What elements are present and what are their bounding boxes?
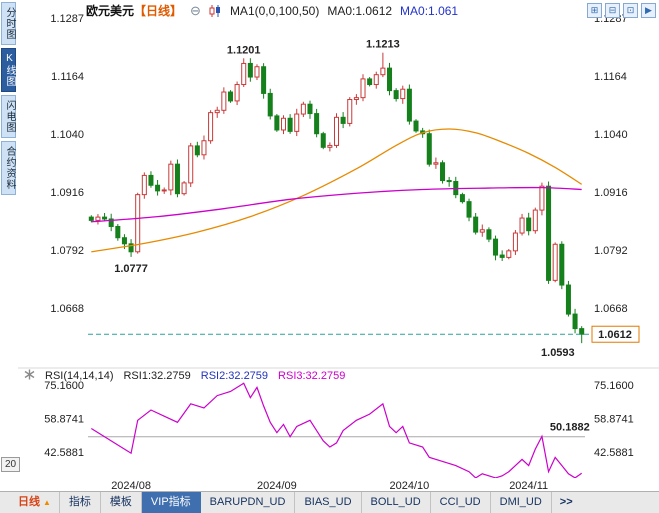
sidebar: 分时图 K线图 闪电图 合约资料	[1, 2, 17, 195]
svg-text:58.8741: 58.8741	[44, 414, 84, 426]
ma-line-1	[91, 186, 582, 223]
svg-text:2024/09: 2024/09	[257, 480, 297, 492]
ma-value-primary: MA0:1.0612	[327, 3, 393, 18]
svg-text:58.8741: 58.8741	[594, 414, 634, 426]
svg-text:1.0612: 1.0612	[598, 329, 632, 341]
collapse-panel-icon[interactable]: ⊖	[190, 3, 201, 18]
svg-text:1.1040: 1.1040	[594, 129, 628, 141]
svg-text:1.1287: 1.1287	[50, 13, 84, 25]
rsi-title: RSI(14,14,14)	[45, 370, 114, 382]
tab-bias-ud[interactable]: BIAS_UD	[295, 492, 362, 513]
rsi2-value: RSI2:32.2759	[200, 370, 269, 382]
tab-boll-ud[interactable]: BOLL_UD	[362, 492, 431, 513]
svg-text:42.5881: 42.5881	[44, 447, 84, 459]
period-selector[interactable]: 日线 ▲	[0, 492, 60, 513]
rsi-annotation: 50.1882	[550, 421, 590, 433]
rsi1-value: RSI1:32.2759	[123, 370, 191, 382]
symbol-name: 欧元美元	[86, 4, 135, 18]
svg-text:1.1213: 1.1213	[366, 39, 400, 51]
ma-settings-label: MA1(0,0,100,50)	[229, 3, 320, 18]
rsi-axis: 75.1600 75.1600 58.8741 58.8741 42.5881 42.58…	[44, 380, 634, 459]
svg-text:1.0792: 1.0792	[50, 245, 84, 257]
sidebar-tab-contract-info[interactable]: 合约资料	[1, 141, 16, 195]
svg-text:1.0916: 1.0916	[594, 187, 628, 199]
layout-next-icon[interactable]: ▶	[641, 3, 656, 18]
window-layout-icons: ⊞ ⊟ ⊡ ▶	[587, 3, 656, 18]
tab-cci-ud[interactable]: CCI_UD	[431, 492, 491, 513]
svg-text:1.1201: 1.1201	[227, 44, 261, 56]
svg-text:2024/08: 2024/08	[111, 480, 151, 492]
svg-text:1.1164: 1.1164	[51, 71, 84, 83]
time-axis: 2024/08 2024/09 2024/10 2024/11	[111, 480, 548, 492]
svg-text:1.0668: 1.0668	[594, 303, 628, 315]
sidebar-tab-timeshare-chart[interactable]: 分时图	[1, 2, 16, 45]
chart-title: 欧元美元【日线】	[86, 2, 182, 19]
svg-text:2024/10: 2024/10	[390, 480, 430, 492]
svg-text:1.0668: 1.0668	[50, 303, 84, 315]
tab-vip-indicators[interactable]: VIP指标	[141, 492, 201, 513]
candlesticks	[88, 52, 585, 344]
svg-text:1.0777: 1.0777	[114, 263, 148, 275]
svg-text:1.0593: 1.0593	[541, 347, 575, 359]
candlestick-mini-icon[interactable]	[209, 4, 222, 17]
last-price-badge: 1.0612	[591, 325, 640, 343]
tab-indicators[interactable]: 指标	[60, 492, 101, 513]
rsi3-value: RSI3:32.2759	[278, 370, 346, 382]
rsi-line	[90, 382, 583, 478]
bottom-toolbar: 日线 ▲ 指标 模板 VIP指标 BARUPDN_UD BIAS_UD BOLL_…	[0, 491, 659, 513]
svg-text:75.1600: 75.1600	[44, 380, 84, 392]
svg-text:1.0916: 1.0916	[50, 187, 84, 199]
ma-line-0	[91, 128, 583, 253]
period-tag: 【日线】	[134, 4, 183, 18]
chart-header: 欧元美元【日线】 ⊖ MA1(0,0,100,50) MA0:1.0612 MA…	[86, 2, 458, 19]
svg-text:1.1164: 1.1164	[594, 71, 627, 83]
svg-text:1.0792: 1.0792	[594, 245, 628, 257]
bar-count-badge[interactable]: 20	[1, 457, 21, 472]
indicator-settings-icon[interactable]	[24, 369, 35, 383]
svg-text:75.1600: 75.1600	[594, 380, 634, 392]
period-label: 日线	[18, 496, 40, 508]
sidebar-tab-kline-chart[interactable]: K线图	[1, 48, 16, 92]
svg-text:2024/11: 2024/11	[509, 480, 548, 492]
layout-grid-icon[interactable]: ⊞	[587, 3, 602, 18]
more-tabs-button[interactable]: >>	[559, 496, 573, 508]
tab-dmi-ud[interactable]: DMI_UD	[491, 492, 552, 513]
ma-value-secondary: MA0:1.061	[400, 3, 459, 18]
rsi-header: RSI(14,14,14) RSI1:32.2759 RSI2:32.2759 …	[24, 369, 345, 383]
price-annotations: 1.1201 1.1213 1.0777 1.0593	[114, 39, 574, 359]
period-dropdown-arrow-icon: ▲	[43, 498, 51, 507]
svg-text:1.1040: 1.1040	[50, 129, 84, 141]
layout-split-icon[interactable]: ⊟	[605, 3, 620, 18]
tab-barupdn-ud[interactable]: BARUPDN_UD	[201, 492, 296, 513]
svg-text:42.5881: 42.5881	[594, 447, 634, 459]
tab-templates[interactable]: 模板	[101, 492, 142, 513]
layout-single-icon[interactable]: ⊡	[623, 3, 638, 18]
sidebar-tab-lightning-chart[interactable]: 闪电图	[1, 95, 16, 138]
